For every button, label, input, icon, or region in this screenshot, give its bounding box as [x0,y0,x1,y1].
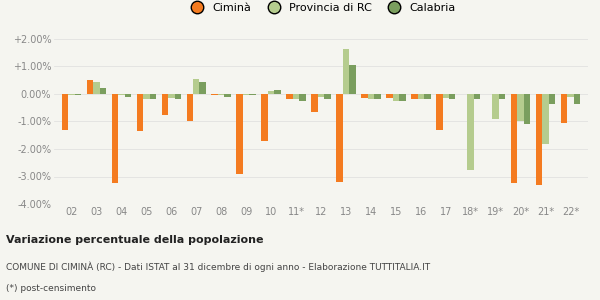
Bar [175,94,181,100]
Bar [286,94,293,100]
Bar [274,90,281,94]
Bar [493,94,499,119]
Bar [143,94,149,100]
Text: Variazione percentuale della popolazione: Variazione percentuale della popolazione [6,235,263,245]
Bar [86,80,93,94]
Bar [449,94,455,100]
Bar [399,94,406,101]
Bar [161,94,168,115]
Bar [211,94,218,95]
Bar [268,91,274,94]
Bar [118,94,125,95]
Bar [499,94,505,100]
Bar [318,94,324,97]
Bar [524,94,530,124]
Bar [62,94,68,130]
Bar [343,49,349,94]
Bar [299,94,306,101]
Bar [542,94,549,143]
Bar [443,94,449,98]
Bar [218,94,224,95]
Bar [517,94,524,122]
Bar [436,94,443,130]
Bar [125,94,131,97]
Bar [199,82,206,94]
Bar [511,94,517,183]
Text: (*) post-censimento: (*) post-censimento [6,284,96,293]
Bar [374,94,380,100]
Legend: Ciminà, Provincia di RC, Calabria: Ciminà, Provincia di RC, Calabria [181,0,461,17]
Bar [424,94,431,100]
Bar [75,94,81,95]
Bar [336,94,343,182]
Bar [168,94,175,98]
Bar [187,94,193,122]
Bar [386,94,392,98]
Bar [467,94,474,170]
Bar [243,94,250,95]
Bar [561,94,567,123]
Bar [193,79,199,94]
Bar [368,94,374,100]
Bar [68,94,75,95]
Bar [293,94,299,100]
Bar [224,94,231,97]
Bar [349,65,356,94]
Bar [262,94,268,141]
Text: COMUNE DI CIMINÀ (RC) - Dati ISTAT al 31 dicembre di ogni anno - Elaborazione TU: COMUNE DI CIMINÀ (RC) - Dati ISTAT al 31… [6,262,430,272]
Bar [250,94,256,95]
Bar [149,94,156,100]
Bar [418,94,424,100]
Bar [236,94,243,174]
Bar [474,94,481,100]
Bar [324,94,331,100]
Bar [574,94,580,104]
Bar [93,82,100,94]
Bar [311,94,318,112]
Bar [411,94,418,100]
Bar [361,94,368,98]
Bar [567,94,574,97]
Bar [549,94,556,104]
Bar [137,94,143,131]
Bar [536,94,542,185]
Bar [100,88,106,94]
Bar [392,94,399,101]
Bar [112,94,118,183]
